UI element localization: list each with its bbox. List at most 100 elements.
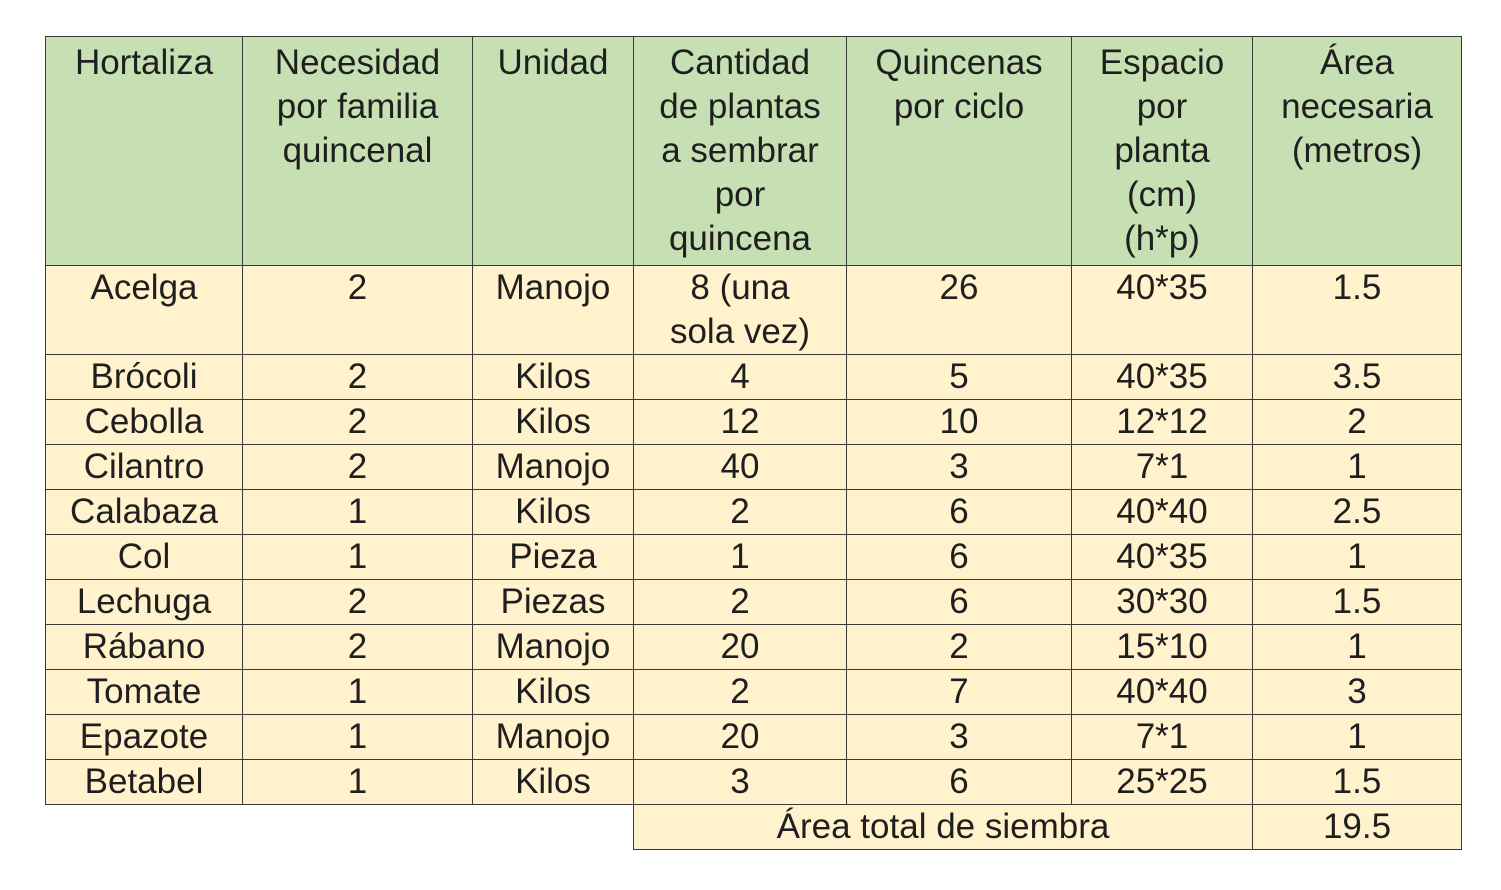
cell-hortaliza: Col: [45, 534, 243, 580]
table-row: Calabaza 1 Kilos 2 6 40*40 2.5: [45, 489, 1462, 535]
header-hortaliza: Hortaliza: [45, 36, 243, 266]
cell-quincenas: 2: [846, 624, 1072, 670]
table-row: Col 1 Pieza 1 6 40*35 1: [45, 534, 1462, 580]
cell-espacio: 25*25: [1071, 759, 1253, 805]
cell-hortaliza: Acelga: [45, 265, 243, 355]
total-value: 19.5: [1252, 804, 1462, 850]
cell-cantidad: 40: [633, 444, 847, 490]
cell-espacio: 40*40: [1071, 489, 1253, 535]
cell-necesidad: 1: [242, 714, 473, 760]
cell-cantidad: 20: [633, 714, 847, 760]
cell-cantidad: 2: [633, 489, 847, 535]
cell-hortaliza: Rábano: [45, 624, 243, 670]
cell-hortaliza: Epazote: [45, 714, 243, 760]
cell-espacio: 40*40: [1071, 669, 1253, 715]
cell-unidad: Manojo: [472, 624, 634, 670]
cell-espacio: 15*10: [1071, 624, 1253, 670]
cell-necesidad: 2: [242, 579, 473, 625]
cell-area: 1.5: [1252, 265, 1462, 355]
cell-necesidad: 2: [242, 624, 473, 670]
table-row: Lechuga 2 Piezas 2 6 30*30 1.5: [45, 579, 1462, 625]
cell-quincenas: 6: [846, 534, 1072, 580]
cell-cantidad: 2: [633, 579, 847, 625]
cell-espacio: 40*35: [1071, 265, 1253, 355]
cell-necesidad: 2: [242, 354, 473, 400]
cell-unidad: Manojo: [472, 714, 634, 760]
cell-area: 1: [1252, 534, 1462, 580]
cell-necesidad: 2: [242, 399, 473, 445]
total-row-spacer: [45, 804, 634, 850]
cell-espacio: 7*1: [1071, 714, 1253, 760]
cell-area: 1: [1252, 444, 1462, 490]
cell-area: 1.5: [1252, 759, 1462, 805]
cell-hortaliza: Calabaza: [45, 489, 243, 535]
cell-cantidad: 2: [633, 669, 847, 715]
cell-area: 2.5: [1252, 489, 1462, 535]
cell-unidad: Kilos: [472, 399, 634, 445]
cell-necesidad: 2: [242, 444, 473, 490]
cell-espacio: 40*35: [1071, 534, 1253, 580]
cell-cantidad: 4: [633, 354, 847, 400]
table-row: Rábano 2 Manojo 20 2 15*10 1: [45, 624, 1462, 670]
cell-quincenas: 6: [846, 579, 1072, 625]
cell-unidad: Piezas: [472, 579, 634, 625]
header-espacio: Espacio por planta (cm) (h*p): [1071, 36, 1253, 266]
cell-quincenas: 7: [846, 669, 1072, 715]
table-row: Epazote 1 Manojo 20 3 7*1 1: [45, 714, 1462, 760]
cell-quincenas: 3: [846, 714, 1072, 760]
cell-quincenas: 6: [846, 759, 1072, 805]
table-row: Acelga 2 Manojo 8 (una sola vez) 26 40*3…: [45, 265, 1462, 355]
header-quincenas: Quincenas por ciclo: [846, 36, 1072, 266]
cell-area: 2: [1252, 399, 1462, 445]
cell-unidad: Manojo: [472, 444, 634, 490]
table-row: Cilantro 2 Manojo 40 3 7*1 1: [45, 444, 1462, 490]
cell-necesidad: 1: [242, 534, 473, 580]
cell-quincenas: 10: [846, 399, 1072, 445]
cell-cantidad: 8 (una sola vez): [633, 265, 847, 355]
table-row: Betabel 1 Kilos 3 6 25*25 1.5: [45, 759, 1462, 805]
table-row: Tomate 1 Kilos 2 7 40*40 3: [45, 669, 1462, 715]
header-row: Hortaliza Necesidad por familia quincena…: [45, 36, 1462, 266]
cell-quincenas: 6: [846, 489, 1072, 535]
cell-espacio: 40*35: [1071, 354, 1253, 400]
cell-espacio: 7*1: [1071, 444, 1253, 490]
cell-cantidad: 12: [633, 399, 847, 445]
vegetable-planting-table: Hortaliza Necesidad por familia quincena…: [45, 36, 1462, 850]
cell-quincenas: 5: [846, 354, 1072, 400]
cell-hortaliza: Tomate: [45, 669, 243, 715]
cell-area: 1: [1252, 624, 1462, 670]
cell-quincenas: 26: [846, 265, 1072, 355]
total-row: Área total de siembra 19.5: [45, 804, 1462, 850]
cell-unidad: Manojo: [472, 265, 634, 355]
cell-necesidad: 2: [242, 265, 473, 355]
cell-unidad: Kilos: [472, 489, 634, 535]
table-row: Cebolla 2 Kilos 12 10 12*12 2: [45, 399, 1462, 445]
header-cantidad: Cantidad de plantas a sembrar por quince…: [633, 36, 847, 266]
cell-area: 3.5: [1252, 354, 1462, 400]
cell-necesidad: 1: [242, 669, 473, 715]
total-label: Área total de siembra: [633, 804, 1253, 850]
cell-cantidad: 1: [633, 534, 847, 580]
cell-unidad: Kilos: [472, 759, 634, 805]
cell-unidad: Kilos: [472, 669, 634, 715]
cell-quincenas: 3: [846, 444, 1072, 490]
cell-espacio: 12*12: [1071, 399, 1253, 445]
cell-espacio: 30*30: [1071, 579, 1253, 625]
cell-hortaliza: Cilantro: [45, 444, 243, 490]
cell-area: 1: [1252, 714, 1462, 760]
cell-hortaliza: Betabel: [45, 759, 243, 805]
cell-cantidad: 20: [633, 624, 847, 670]
header-area: Área necesaria (metros): [1252, 36, 1462, 266]
cell-cantidad: 3: [633, 759, 847, 805]
header-necesidad: Necesidad por familia quincenal: [242, 36, 473, 266]
cell-area: 1.5: [1252, 579, 1462, 625]
cell-area: 3: [1252, 669, 1462, 715]
header-unidad: Unidad: [472, 36, 634, 266]
cell-hortaliza: Cebolla: [45, 399, 243, 445]
cell-unidad: Kilos: [472, 354, 634, 400]
cell-necesidad: 1: [242, 759, 473, 805]
cell-hortaliza: Lechuga: [45, 579, 243, 625]
cell-hortaliza: Brócoli: [45, 354, 243, 400]
cell-unidad: Pieza: [472, 534, 634, 580]
table-row: Brócoli 2 Kilos 4 5 40*35 3.5: [45, 354, 1462, 400]
